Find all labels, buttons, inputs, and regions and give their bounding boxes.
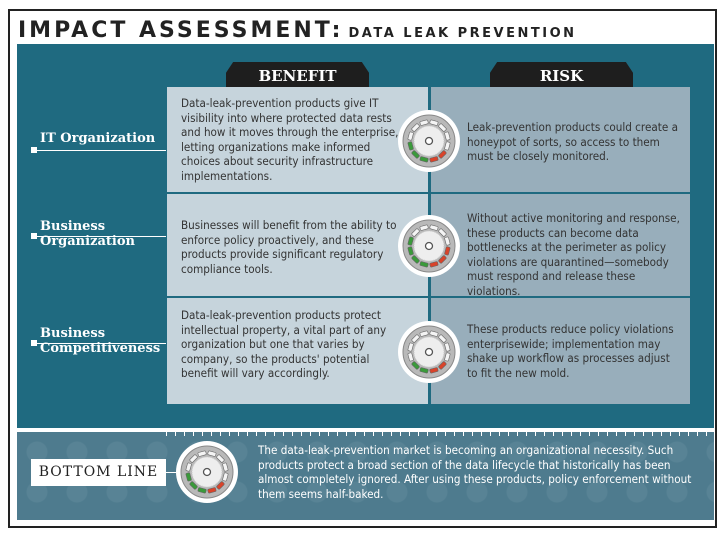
title-sub: DATA LEAK PREVENTION bbox=[348, 26, 577, 41]
connector-dot bbox=[31, 340, 37, 346]
connector-line bbox=[34, 343, 166, 344]
tick-ruler bbox=[166, 428, 714, 436]
connector-dot bbox=[31, 233, 37, 239]
risk-cell: These products reduce policy violations … bbox=[431, 298, 690, 404]
benefit-cell: Businesses will benefit from the ability… bbox=[167, 194, 428, 296]
connector-dot bbox=[31, 147, 37, 153]
benefit-cell: Data-leak-prevention products protect in… bbox=[167, 298, 428, 404]
gauge-icon bbox=[398, 321, 460, 383]
bottom-line-text: The data-leak-prevention market is becom… bbox=[258, 443, 692, 501]
risk-cell: Leak-prevention products could create a … bbox=[431, 87, 690, 192]
benefit-cell: Data-leak-prevention products give IT vi… bbox=[167, 87, 428, 192]
row-label: Business Organization bbox=[40, 219, 135, 249]
page-title: IMPACT ASSESSMENT: DATA LEAK PREVENTION bbox=[18, 18, 577, 43]
gauge-icon bbox=[398, 110, 460, 172]
gauge-icon bbox=[398, 215, 460, 277]
benefit-header: BENEFIT bbox=[226, 62, 369, 89]
risk-cell: Without active monitoring and response, … bbox=[431, 194, 690, 298]
connector-line bbox=[34, 236, 166, 237]
infographic-frame bbox=[8, 9, 717, 528]
risk-header: RISK bbox=[490, 62, 633, 89]
row-label: Business Competitiveness bbox=[40, 326, 161, 356]
connector-line bbox=[34, 150, 166, 151]
title-main: IMPACT ASSESSMENT: bbox=[18, 18, 344, 43]
bottom-line-label: BOTTOM LINE bbox=[31, 459, 166, 486]
bottom-line-panel bbox=[17, 432, 714, 520]
row-label: IT Organization bbox=[40, 131, 156, 146]
gauge-icon bbox=[176, 441, 238, 503]
